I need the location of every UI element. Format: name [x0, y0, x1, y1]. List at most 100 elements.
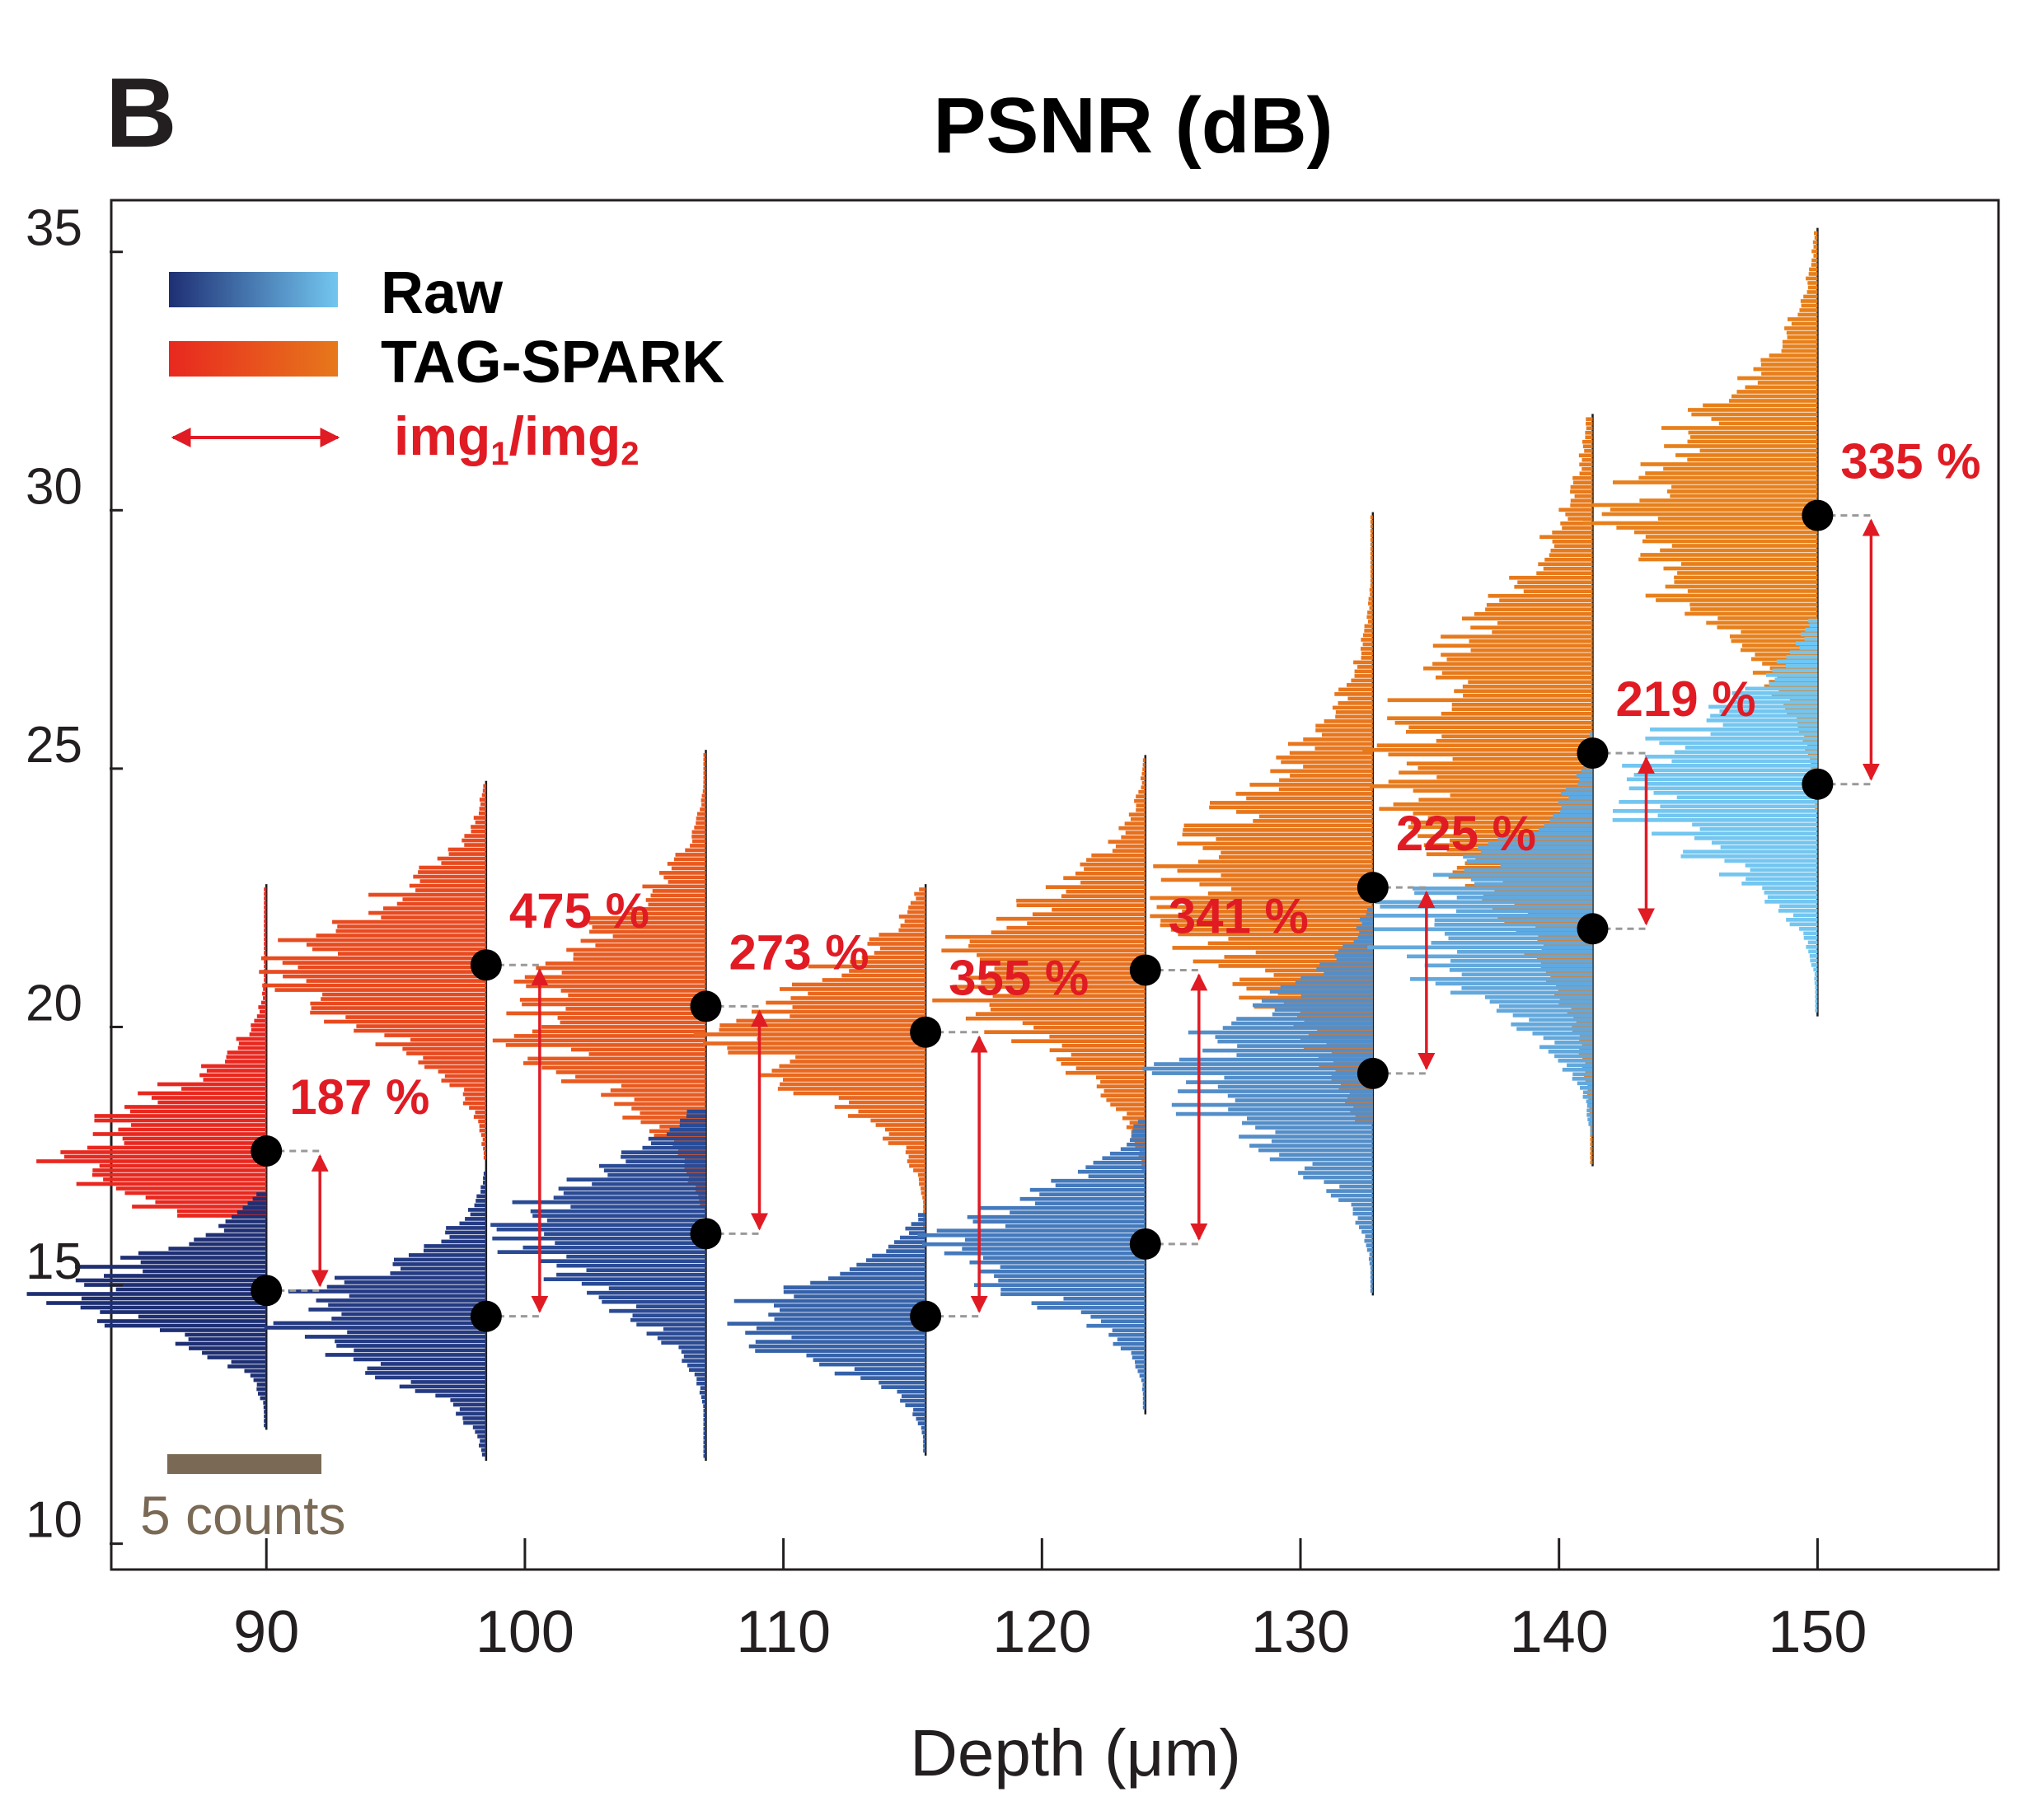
group-150-tag-bin	[1771, 693, 1818, 698]
group-124-tag-bin	[1138, 789, 1146, 794]
group-150-tag-bin	[1731, 639, 1818, 643]
group-90-raw-bin	[250, 1373, 267, 1378]
group-124-raw-bin	[1039, 1192, 1146, 1197]
group-141.3-tag-bin	[1517, 580, 1593, 585]
group-98.5-raw-bin	[450, 1398, 486, 1402]
group-98.5-raw-bin	[328, 1303, 486, 1308]
group-124-tag-bin	[1128, 812, 1146, 817]
group-150-tag-bin	[1640, 553, 1818, 557]
group-132.8-raw-bin	[1237, 1044, 1373, 1048]
group-115.5-raw-bin	[894, 1240, 926, 1244]
group-141.3-raw-bin	[1414, 891, 1593, 896]
group-115.5-raw-bin	[745, 1331, 926, 1335]
group-90-raw-bin	[100, 1310, 267, 1314]
group-90-tag-bin	[264, 946, 267, 951]
group-132.8-tag-bin	[1334, 692, 1373, 696]
group-90-raw-bin	[140, 1260, 267, 1265]
group-115.5-raw-bin	[900, 1398, 926, 1403]
group-141.3-tag-bin	[1579, 1033, 1593, 1038]
group-132.8-raw-bin	[1227, 1093, 1373, 1098]
group-150-raw-bin	[1699, 827, 1818, 831]
group-107-tag-bin	[541, 1065, 706, 1070]
group-124-raw-bin	[998, 1278, 1146, 1283]
group-132.8-raw-bin	[1272, 1012, 1373, 1017]
group-141.3-raw-bin	[1532, 1031, 1593, 1036]
group-98.5-raw-bin	[341, 1312, 486, 1317]
group-141.3-raw-bin	[1461, 972, 1593, 977]
group-132.8-raw-bin	[1202, 1048, 1373, 1053]
group-150-tag-bin	[1706, 620, 1818, 625]
group-107-tag-bin	[612, 934, 706, 938]
group-90-tag-bin	[264, 960, 267, 964]
group-150-raw-bin	[1731, 700, 1818, 704]
group-141.3-raw-bin	[1466, 859, 1593, 863]
group-115.5-tag-bin	[900, 924, 926, 928]
group-150-tag-bin	[1657, 517, 1818, 521]
group-141.3-raw-bin	[1474, 882, 1593, 887]
group-141.3-tag-bin	[1572, 475, 1593, 480]
group-150-raw-bin	[1815, 985, 1818, 990]
group-141.3-tag-bin	[1462, 684, 1593, 689]
group-150-tag-mean-dot	[1802, 499, 1834, 531]
group-150-tag-bin	[1582, 521, 1818, 526]
group-132.8-tag-bin	[1370, 560, 1373, 565]
group-141.3-raw-bin	[1380, 904, 1593, 909]
group-132.8-raw-bin	[1357, 935, 1373, 939]
group-132.8-tag-bin	[1370, 578, 1373, 583]
group-107-raw-bin	[703, 1449, 706, 1454]
group-150-tag-bin	[1811, 761, 1818, 765]
group-141.3-tag-bin	[1516, 929, 1593, 933]
group-132.8-tag-bin	[1364, 624, 1373, 629]
group-141.3-tag-bin	[1585, 430, 1593, 435]
group-132.8-tag-bin	[1370, 529, 1373, 533]
group-90-raw-bin	[143, 1269, 267, 1274]
group-141.3-tag-bin	[1585, 1069, 1593, 1074]
group-115.5-tag-bin	[822, 978, 926, 982]
group-141.3-tag-bin	[1426, 852, 1593, 857]
group-141.3-tag-bin	[1586, 1092, 1593, 1097]
group-150-tag-bin	[1789, 698, 1818, 702]
group-132.8-raw-bin	[1338, 948, 1373, 953]
group-98.5-tag-bin	[479, 807, 486, 811]
group-132.8-tag-bin	[1207, 891, 1373, 896]
group-141.3-tag-bin	[1538, 933, 1593, 938]
group-132.8-raw-bin	[1239, 1135, 1373, 1139]
group-124-raw-bin	[917, 1233, 1146, 1238]
group-150-tag-bin	[1638, 557, 1818, 562]
group-98.5-raw-bin	[456, 1411, 486, 1416]
group-90-tag-bin	[264, 973, 267, 978]
group-124-tag-bin	[1066, 889, 1146, 894]
group-132.8-raw-bin	[1224, 1075, 1373, 1080]
group-107-tag-bin	[634, 1097, 706, 1102]
group-150-tag-bin	[1688, 430, 1818, 435]
group-124-tag-bin	[990, 1007, 1146, 1012]
group-107-raw-bin	[558, 1186, 706, 1191]
group-98.5-tag-bin	[473, 1115, 486, 1119]
group-90-tag-bin	[263, 987, 267, 991]
group-150-raw-bin	[1815, 994, 1818, 999]
group-107-tag-bin	[703, 784, 706, 789]
group-115.5-tag-bin	[808, 991, 926, 996]
group-124-raw-bin	[969, 1260, 1146, 1265]
group-141.3-raw-bin	[1581, 768, 1593, 773]
group-107-tag-bin	[513, 1034, 706, 1038]
group-150-raw-bin	[1765, 673, 1818, 677]
group-141.3-tag-bin	[1435, 675, 1593, 680]
group-90-tag-bin	[122, 1136, 267, 1141]
group-150-tag-bin	[1675, 453, 1818, 457]
group-107-raw-bin	[701, 1395, 706, 1400]
group-115.5-raw-bin	[921, 1425, 926, 1430]
group-90-raw-bin	[242, 1205, 267, 1210]
group-107-raw-bin	[602, 1299, 706, 1304]
group-98.5-tag-bin	[483, 1146, 486, 1151]
group-124-raw-bin	[1019, 1196, 1146, 1201]
group-124-tag-bin	[1130, 816, 1146, 821]
group-90-raw-bin	[120, 1256, 267, 1260]
group-150-raw-bin	[1619, 800, 1818, 804]
group-141.3-tag-bin	[1464, 861, 1593, 866]
group-141.3-tag-bin	[1585, 1060, 1593, 1065]
group-98.5-tag-bin	[306, 979, 486, 983]
group-150-tag-bin	[1764, 684, 1818, 689]
group-107-tag-bin	[696, 816, 706, 821]
group-98.5-tag-bin	[310, 1001, 486, 1006]
